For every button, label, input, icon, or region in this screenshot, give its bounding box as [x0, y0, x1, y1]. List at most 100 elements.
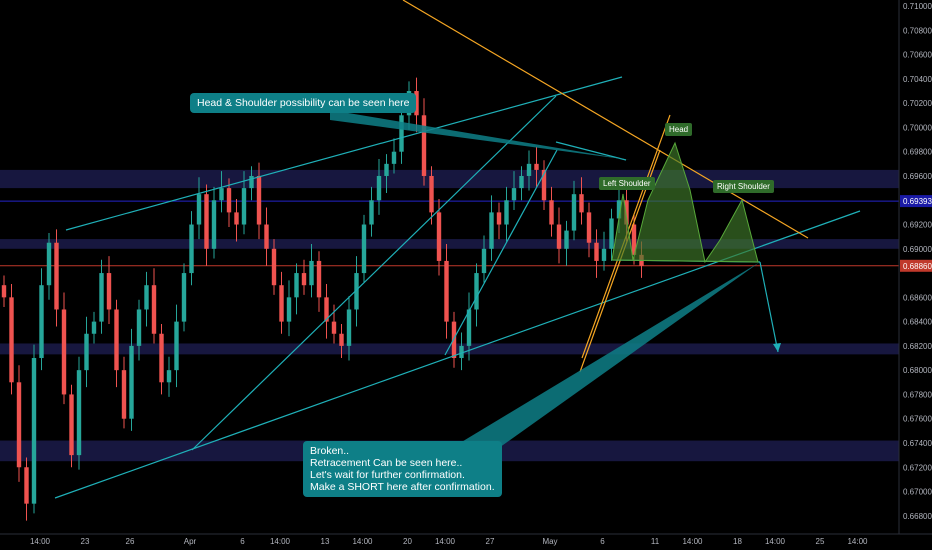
price-tick-label: 0.68200: [903, 342, 932, 351]
time-tick-label: 14:00: [682, 537, 703, 546]
candle-body: [39, 285, 44, 359]
candle-body: [376, 175, 382, 201]
candle-body: [166, 370, 172, 383]
candle-body: [579, 194, 584, 213]
callout-pointer-3: [330, 110, 630, 160]
price-tick-label: 0.71000: [903, 2, 932, 11]
candle-body: [211, 200, 217, 249]
candle-body: [624, 200, 629, 225]
candle-body: [609, 218, 614, 249]
time-tick-label: 14:00: [435, 537, 456, 546]
channel-upper[interactable]: [65, 76, 623, 231]
candle-body: [76, 370, 82, 456]
time-tick-label: 13: [321, 537, 330, 546]
candle-body: [69, 394, 74, 456]
time-tick-label: Apr: [184, 537, 197, 546]
candle-body: [301, 273, 307, 286]
candle-body: [16, 382, 22, 468]
time-tick-label: 25: [816, 537, 825, 546]
candle-body: [534, 163, 539, 170]
candle-body: [54, 242, 59, 310]
annotation-broken[interactable]: Broken.. Retracement Can be seen here.. …: [303, 441, 502, 497]
price-tick-label: 0.67800: [903, 390, 932, 399]
channel-mid[interactable]: [191, 95, 557, 451]
candle-body: [136, 309, 142, 346]
candle-body: [249, 175, 254, 189]
candle-body: [286, 297, 292, 322]
price-badge-label: 0.68860: [903, 262, 932, 271]
candle-body: [9, 297, 14, 383]
candle-body: [31, 358, 37, 504]
annotation-line-4: Make a SHORT here after confirmation.: [310, 481, 495, 493]
candle-body: [601, 248, 607, 261]
price-tick-label: 0.67600: [903, 415, 932, 424]
time-tick-label: 6: [240, 537, 245, 546]
price-tick-label: 0.70200: [903, 99, 932, 108]
time-tick-label: 27: [486, 537, 495, 546]
rising-line-1[interactable]: [444, 149, 558, 356]
candle-body: [174, 321, 179, 371]
price-badge-1[interactable]: [900, 259, 932, 272]
price-badge-0[interactable]: [900, 195, 932, 208]
candle-body: [309, 260, 314, 286]
price-tick-label: 0.69800: [903, 148, 932, 157]
candle-body: [324, 297, 329, 322]
price-tick-label: 0.68600: [903, 293, 932, 302]
candle-body: [264, 224, 269, 249]
candle-body: [271, 248, 277, 286]
candle-body: [526, 163, 532, 176]
candle-body: [504, 200, 509, 225]
time-tick-label: 6: [600, 537, 605, 546]
candle-body: [549, 200, 554, 225]
label-right-shoulder[interactable]: Right Shoulder: [713, 180, 774, 193]
candle-body: [144, 285, 149, 310]
candle-body: [316, 260, 322, 298]
annotation-head-shoulder[interactable]: Head & Shoulder possibility can be seen …: [190, 93, 417, 113]
price-badge-label: 0.69393: [903, 197, 932, 206]
candle-body: [421, 115, 427, 176]
candle-body: [106, 273, 112, 310]
candle-body: [519, 175, 524, 189]
callout-pointer-1[interactable]: [555, 141, 627, 161]
candle-body: [466, 309, 472, 346]
candle-body: [384, 163, 389, 176]
candle-body: [331, 321, 337, 334]
projection-arrow[interactable]: [759, 261, 779, 353]
candle-body: [204, 194, 209, 249]
price-tick-label: 0.70000: [903, 123, 932, 132]
candle-body: [219, 188, 224, 201]
candle-body: [159, 333, 164, 383]
candle-body: [354, 273, 359, 310]
candle-body: [91, 321, 97, 334]
price-tick-label: 0.70400: [903, 75, 932, 84]
time-tick-label: 14:00: [270, 537, 291, 546]
candle-body: [114, 309, 119, 371]
candle-body: [181, 273, 187, 322]
candle-body: [256, 175, 262, 225]
price-tick-label: 0.67400: [903, 439, 932, 448]
descending-trendline[interactable]: [402, 0, 809, 239]
price-tick-label: 0.69600: [903, 172, 932, 181]
time-axis[interactable]: 14:00 23 26 Apr 6 14:00 13 14:00 20 14:00 27 May 6 11…: [30, 537, 868, 546]
candle-body: [451, 321, 457, 359]
candle-body: [436, 212, 442, 261]
candle-body: [196, 194, 202, 225]
price-tick-label: 0.68400: [903, 318, 932, 327]
label-head[interactable]: Head: [665, 123, 693, 136]
candle-body: [481, 248, 487, 274]
label-left-shoulder[interactable]: Left Shoulder: [599, 177, 655, 190]
candle-body: [234, 212, 239, 225]
candle-body: [414, 91, 419, 116]
candle-body: [369, 200, 374, 225]
sr-zone-1[interactable]: [0, 239, 899, 249]
candle-body: [571, 194, 577, 231]
candle-body: [61, 309, 67, 395]
price-tick-label: 0.70600: [903, 51, 932, 60]
price-lines-layer: [0, 200, 899, 267]
candle-body: [594, 242, 599, 261]
head-shoulders-pattern[interactable]: [611, 141, 759, 264]
candle-body: [474, 273, 479, 310]
sr-zone-2[interactable]: [0, 343, 899, 355]
price-axis[interactable]: 0.71000 0.70800 0.70600 0.70400 0.70200 0.700…: [900, 2, 932, 521]
